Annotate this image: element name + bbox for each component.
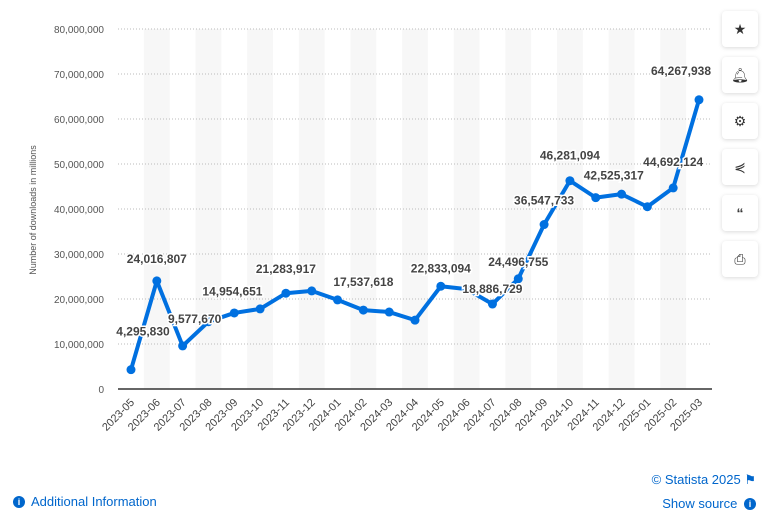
print-icon: ⎙ [734, 250, 746, 267]
data-point [462, 284, 472, 294]
data-point [358, 305, 368, 315]
data-label: 44,692,124 [643, 155, 703, 169]
data-point [591, 193, 601, 203]
data-point [668, 183, 678, 193]
column-band [608, 29, 635, 389]
print-button[interactable]: ⎙ [722, 241, 758, 277]
flag-icon: ⚑ [744, 472, 756, 487]
show-source-text: Show source [662, 496, 738, 511]
data-label: 42,525,317 [584, 169, 644, 183]
column-band [298, 29, 325, 389]
data-point [281, 288, 291, 298]
y-tick-label: 80,000,000 [54, 25, 104, 36]
info-icon: i [744, 498, 756, 510]
data-point [126, 365, 136, 375]
share-icon: ⋞ [734, 158, 746, 175]
data-label: 18,886,729 [462, 282, 522, 296]
quote-icon: “ [736, 205, 744, 221]
data-point [255, 304, 265, 314]
data-point [152, 276, 162, 286]
data-point [539, 220, 549, 230]
y-tick-label: 60,000,000 [54, 115, 104, 126]
data-point [565, 176, 575, 186]
data-label: 36,547,733 [514, 194, 574, 208]
y-tick-label: 40,000,000 [54, 205, 104, 216]
data-label: 46,281,094 [540, 149, 600, 163]
settings-button[interactable]: ⚙ [722, 103, 758, 139]
notification-button[interactable]: 🔔︎ [722, 57, 758, 93]
data-label: 24,496,755 [488, 255, 548, 269]
data-label: 9,577,670 [168, 312, 222, 326]
column-band [557, 29, 583, 389]
cite-button[interactable]: “ [722, 195, 758, 231]
additional-information-link[interactable]: i Additional Information [13, 494, 157, 509]
data-point [487, 299, 497, 309]
gear-icon: ⚙ [733, 112, 747, 129]
data-label: 22,833,094 [411, 261, 471, 275]
data-point [229, 308, 239, 318]
y-tick-label: 70,000,000 [54, 70, 104, 81]
share-button[interactable]: ⋞ [722, 149, 758, 185]
data-label: 24,016,807 [127, 252, 187, 266]
data-point [384, 307, 394, 317]
y-tick-label: 10,000,000 [54, 340, 104, 351]
data-point [333, 295, 343, 305]
y-axis-title: Number of downloads in millions [28, 145, 38, 275]
additional-info-text: Additional Information [31, 494, 157, 509]
copyright-text: © Statista 2025 [651, 472, 741, 487]
data-point [178, 341, 188, 351]
data-point [513, 274, 523, 284]
bell-icon: 🔔︎ [731, 66, 749, 83]
data-label: 64,267,938 [651, 64, 711, 78]
show-source-link[interactable]: Show source i [662, 496, 756, 511]
data-point [642, 202, 652, 212]
statista-copyright[interactable]: © Statista 2025 ⚑ [652, 472, 756, 488]
data-point [203, 317, 213, 327]
column-band [505, 29, 532, 389]
y-tick-label: 0 [98, 385, 104, 396]
info-icon: i [13, 496, 25, 508]
data-point [307, 286, 317, 296]
y-tick-label: 30,000,000 [54, 250, 104, 261]
y-tick-label: 20,000,000 [54, 295, 104, 306]
column-band [350, 29, 377, 389]
column-band [247, 29, 273, 389]
line-chart: 0 10,000,000 20,000,000 30,000,000 40,000,00… [28, 25, 713, 434]
data-label: 17,537,618 [333, 275, 393, 289]
data-label: 21,283,917 [256, 262, 316, 276]
data-point [694, 95, 704, 105]
data-point [617, 189, 627, 199]
y-tick-label: 50,000,000 [54, 160, 104, 171]
star-icon: ★ [733, 20, 747, 37]
data-label: 14,954,651 [202, 285, 262, 299]
data-label: 4,295,830 [116, 325, 170, 339]
data-point [436, 281, 446, 291]
favorite-button[interactable]: ★ [722, 11, 758, 47]
data-point [410, 315, 420, 325]
